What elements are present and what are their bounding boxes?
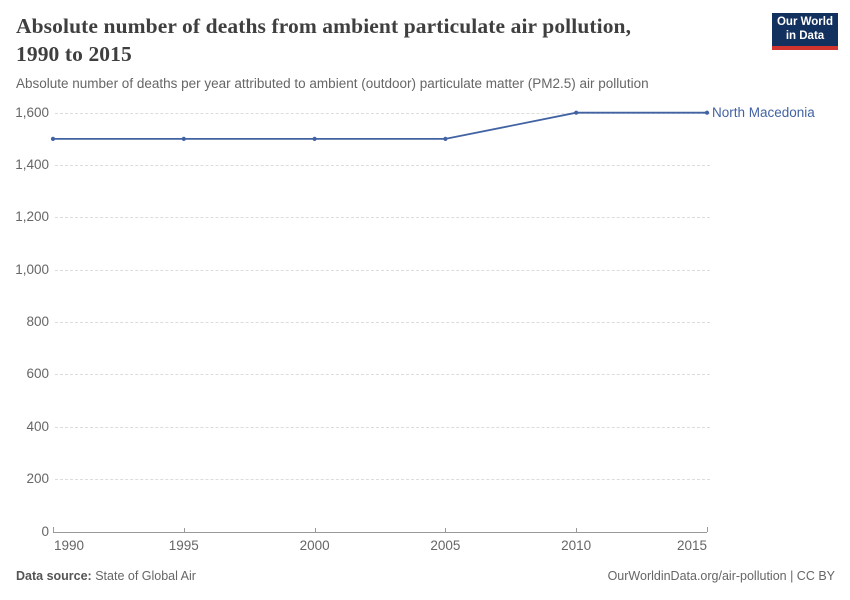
x-axis-endcap: [707, 526, 708, 532]
x-axis-line: [53, 531, 707, 533]
y-axis-tick-label: 1,400: [15, 157, 49, 173]
series-entity-label: North Macedonia: [712, 104, 815, 120]
x-axis-tick: [576, 527, 578, 532]
y-axis-tick-label: 400: [26, 418, 49, 434]
y-gridline: [55, 165, 710, 167]
owid-logo-line2: in Data: [785, 29, 825, 42]
x-axis-endcap: [53, 526, 54, 532]
y-axis-tick-label: 1,600: [15, 104, 49, 120]
series-point: [443, 136, 448, 141]
data-source-value: State of Global Air: [91, 569, 196, 583]
x-axis-tick: [314, 527, 316, 532]
license-note: OurWorldinData.org/air-pollution | CC BY: [607, 569, 835, 583]
y-axis-tick-label: 600: [26, 366, 49, 382]
owid-logo: Our World in Data: [772, 13, 838, 50]
y-axis-tick-label: 200: [26, 471, 49, 487]
x-axis-tick: [183, 527, 185, 532]
y-gridline: [55, 269, 710, 271]
x-axis-tick-label: 2010: [561, 538, 592, 553]
x-axis-tick-label: 1995: [168, 538, 199, 553]
series-point: [312, 136, 317, 141]
chart-title-line1: Absolute number of deaths from ambient p…: [16, 14, 632, 38]
series-point: [574, 110, 579, 115]
series-line: [53, 111, 707, 140]
series-point: [704, 110, 710, 115]
x-axis-tick: [445, 527, 447, 532]
y-axis-tick-label: 0: [41, 523, 49, 539]
x-axis-tick-label: 1990: [54, 538, 85, 553]
chart-title: Absolute number of deaths from ambient p…: [16, 12, 631, 68]
x-axis-tick-label: 2015: [676, 538, 707, 553]
series-point: [181, 136, 186, 141]
y-axis-tick-label: 1,000: [15, 261, 49, 277]
data-source-label: Data source:: [16, 569, 92, 583]
y-gridline: [55, 217, 710, 219]
y-gridline: [55, 479, 710, 481]
x-axis-tick-label: 2000: [299, 538, 330, 553]
chart-subtitle: Absolute number of deaths per year attri…: [16, 76, 649, 91]
y-gridline: [55, 426, 710, 428]
y-axis-tick-label: 800: [26, 314, 49, 330]
data-source-note: Data source: State of Global Air: [16, 569, 196, 583]
y-axis-tick-label: 1,200: [15, 209, 49, 225]
x-axis-tick-label: 2005: [430, 538, 461, 553]
series-point: [50, 136, 56, 141]
chart-title-line2: 1990 to 2015: [16, 42, 132, 66]
y-gridline: [55, 112, 710, 114]
owid-logo-line1: Our World: [776, 16, 833, 28]
y-gridline: [55, 374, 710, 376]
y-gridline: [55, 322, 710, 324]
